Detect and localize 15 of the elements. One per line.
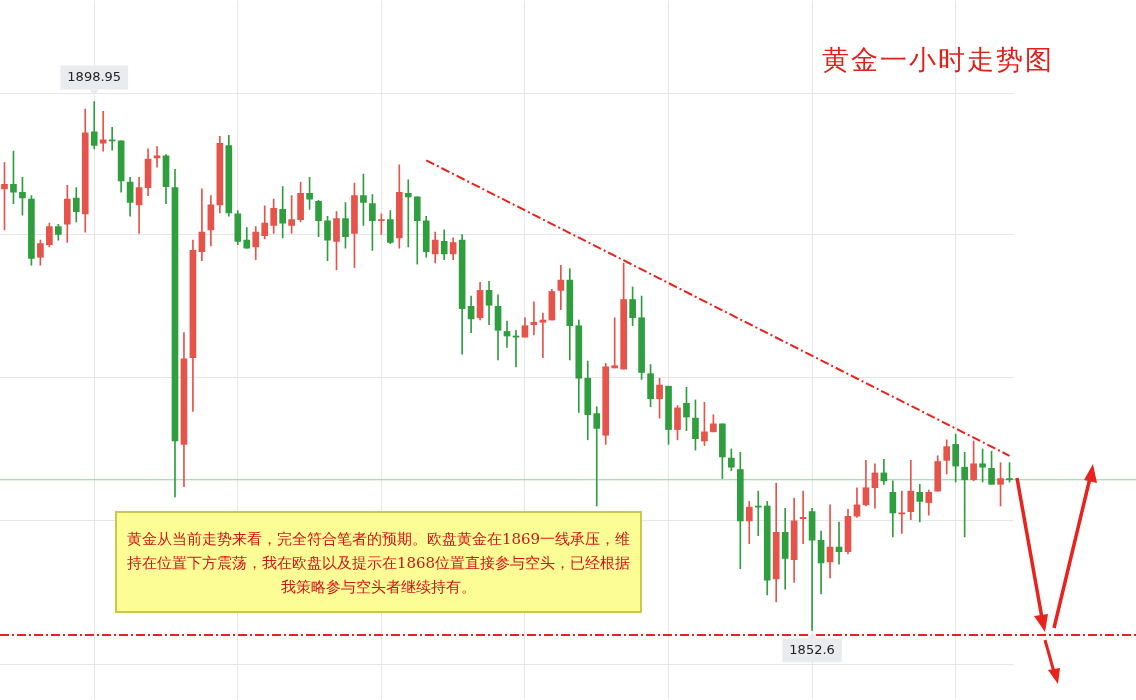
- candlestick: [404, 179, 412, 248]
- candlestick: [108, 126, 116, 151]
- candlestick: [153, 146, 161, 168]
- annotation: 1898.95: [67, 68, 122, 84]
- candlestick: [557, 264, 565, 311]
- candlestick: [593, 406, 601, 507]
- annotation: 1852.6: [789, 641, 835, 657]
- text: 黄金一小时走势图: [822, 43, 1054, 77]
- candlestick: [99, 110, 107, 152]
- candlestick: [539, 312, 547, 359]
- candlestick: [611, 317, 619, 369]
- candlestick: [530, 301, 538, 336]
- note-box: 黄金从当前走势来看，完全符合笔者的预期。欧盘黄金在1869一线承压，维持在位置下方震荡，我在欧盘以及提示在1868位置直接参与空头，已经根据我策略参与空头者继续持有。: [115, 511, 642, 613]
- candlestick: [808, 507, 816, 631]
- candlestick: [799, 490, 807, 544]
